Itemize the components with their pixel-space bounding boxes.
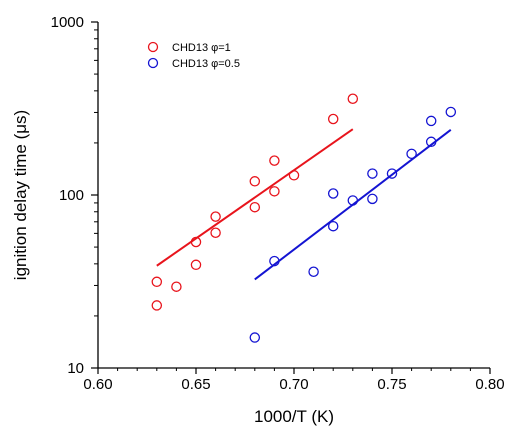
legend-marker-phi05 bbox=[147, 57, 159, 69]
data-point-series-0 bbox=[249, 176, 261, 187]
x-axis-ticks: 0.60 0.65 0.70 0.75 0.80 bbox=[83, 368, 505, 393]
plot-area: 0.60 0.65 0.70 0.75 0.80 10 100 1000 bbox=[51, 14, 505, 393]
data-point-series-0 bbox=[327, 113, 339, 125]
data-point-series-1 bbox=[269, 255, 280, 267]
y-axis-label: ignition delay time (μs) bbox=[11, 110, 30, 280]
data-point-series-1 bbox=[425, 136, 437, 148]
legend-label-phi05: CHD13 φ=0.5 bbox=[172, 58, 240, 70]
data-point-series-0 bbox=[210, 227, 221, 239]
y-axis-ticks: 10 100 1000 bbox=[51, 14, 98, 377]
fit-line-series-0 bbox=[156, 128, 354, 267]
data-point-series-1 bbox=[249, 332, 261, 343]
fit-lines bbox=[156, 128, 452, 281]
data-point-series-0 bbox=[249, 201, 261, 213]
data-point-series-1 bbox=[445, 106, 457, 118]
x-tick-label: 0.70 bbox=[279, 376, 308, 393]
data-point-series-1 bbox=[425, 115, 437, 127]
data-point-series-0 bbox=[269, 186, 280, 197]
y-tick-label: 10 bbox=[67, 360, 84, 377]
x-tick-label: 0.80 bbox=[475, 376, 504, 393]
x-tick-label: 0.65 bbox=[181, 376, 210, 393]
data-point-series-1 bbox=[308, 266, 319, 278]
data-point-series-0 bbox=[210, 211, 221, 222]
x-tick-label: 0.60 bbox=[83, 376, 112, 393]
data-point-series-0 bbox=[151, 276, 163, 288]
data-point-series-0 bbox=[190, 236, 202, 248]
data-point-series-0 bbox=[171, 281, 182, 292]
data-point-series-0 bbox=[288, 170, 300, 181]
data-point-series-1 bbox=[367, 193, 378, 205]
legend-marker-phi1 bbox=[147, 41, 159, 53]
data-point-series-1 bbox=[347, 195, 359, 206]
data-point-series-0 bbox=[190, 259, 202, 271]
legend-label-phi1: CHD13 φ=1 bbox=[172, 42, 231, 54]
data-point-series-0 bbox=[151, 300, 163, 311]
legend: CHD13 φ=1 CHD13 φ=0.5 bbox=[147, 41, 240, 70]
y-tick-label: 100 bbox=[59, 187, 84, 204]
x-axis-label: 1000/T (K) bbox=[254, 407, 334, 426]
data-point-series-1 bbox=[406, 148, 417, 160]
data-point-series-1 bbox=[327, 220, 339, 232]
data-point-series-1 bbox=[327, 188, 339, 199]
data-point-series-0 bbox=[347, 93, 359, 105]
data-point-series-1 bbox=[367, 168, 378, 179]
data-point-series-1 bbox=[386, 168, 398, 179]
data-point-series-0 bbox=[269, 155, 280, 166]
data-points bbox=[151, 93, 457, 343]
x-tick-label: 0.75 bbox=[377, 376, 406, 393]
y-tick-label: 1000 bbox=[51, 14, 84, 31]
